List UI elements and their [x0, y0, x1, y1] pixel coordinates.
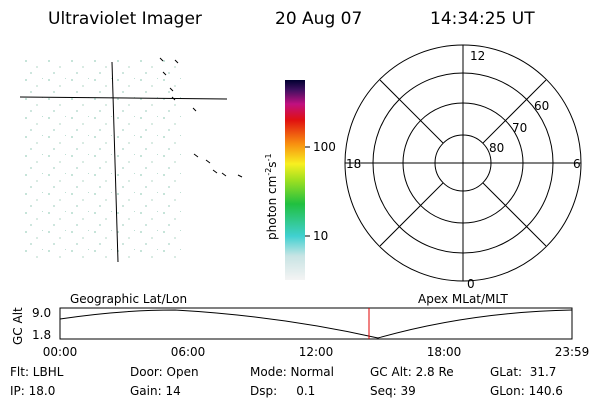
exponent: -2	[264, 168, 273, 176]
plot-title: Apex MLat/MLT	[418, 292, 508, 306]
status-field: Seq: 39	[370, 384, 416, 398]
status-field: GLat: 31.7	[490, 365, 556, 379]
status-field: GC Alt: 2.8 Re	[370, 365, 454, 379]
status-field: Door: Open	[130, 365, 199, 379]
image-panel	[19, 57, 243, 263]
x-tick-label: 12:00	[299, 345, 334, 359]
mlt-label: 6	[573, 157, 581, 171]
colorbar-tick: 10	[313, 229, 328, 243]
colorbar-tick: 100	[313, 140, 336, 154]
mlt-label: 0	[467, 277, 475, 291]
status-field: GLon: 140.6	[490, 384, 563, 398]
aurora-pixels	[22, 60, 182, 260]
title: Ultraviolet Imager	[48, 9, 202, 29]
status-field: Gain: 14	[130, 384, 181, 398]
date: 20 Aug 07	[275, 9, 362, 29]
crosshair	[111, 61, 119, 263]
unit: s	[265, 161, 279, 167]
limb-dashes	[159, 57, 243, 178]
x-tick-label: 00:00	[43, 345, 78, 359]
lat-label: 60	[534, 99, 549, 113]
crosshair	[19, 96, 228, 100]
x-tick-label: 06:00	[171, 345, 206, 359]
colorbar	[285, 80, 305, 280]
status-field: IP: 18.0	[10, 384, 55, 398]
y-tick-label: 1.8	[32, 328, 51, 342]
x-tick-label: 18:00	[427, 345, 462, 359]
status-field: Flt: LBHL	[10, 365, 64, 379]
y-tick-label: 9.0	[32, 306, 51, 320]
unit: photon cm	[265, 176, 279, 240]
colorbar-label: photon cm-2s-1	[264, 153, 279, 240]
time: 14:34:25 UT	[430, 9, 535, 29]
plot-title: Geographic Lat/Lon	[70, 292, 187, 306]
mlt-label: 12	[470, 49, 485, 63]
status-field: Mode: Normal	[250, 365, 334, 379]
y-axis-label: GC Alt	[11, 307, 25, 345]
lat-label: 70	[512, 121, 527, 135]
polar-grid	[344, 44, 582, 282]
altitude-curve	[59, 309, 573, 339]
lat-label: 80	[489, 141, 504, 155]
exponent: -1	[264, 153, 273, 161]
mlt-label: 18	[346, 157, 361, 171]
altitude-plot-frame	[59, 307, 573, 340]
x-tick-label: 23:59	[555, 345, 590, 359]
status-field: Dsp: 0.1	[250, 384, 315, 398]
